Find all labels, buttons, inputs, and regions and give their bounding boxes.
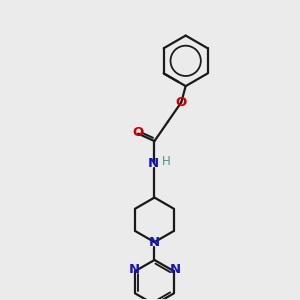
Text: H: H <box>161 155 170 168</box>
Text: N: N <box>147 157 158 170</box>
Text: N: N <box>169 263 181 276</box>
Text: O: O <box>176 96 187 109</box>
Text: N: N <box>128 263 140 276</box>
Text: N: N <box>149 236 160 249</box>
Text: O: O <box>133 126 144 139</box>
